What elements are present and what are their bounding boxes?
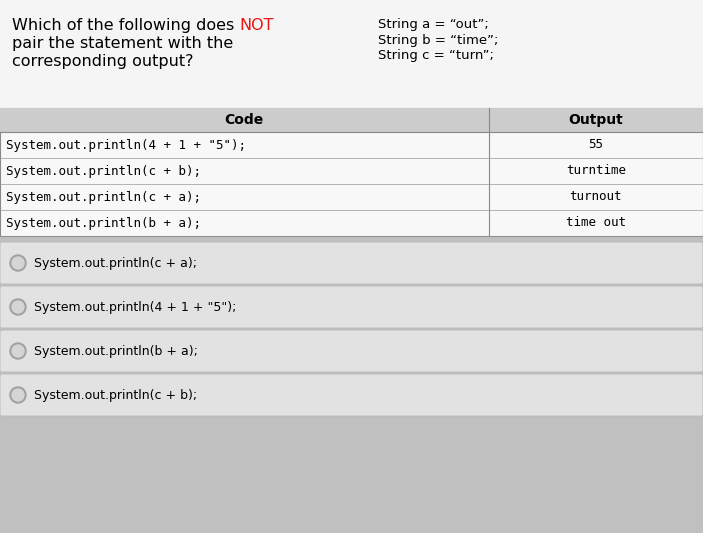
FancyBboxPatch shape	[0, 286, 703, 328]
Text: System.out.println(b + a);: System.out.println(b + a);	[6, 216, 201, 230]
Text: System.out.println(c + b);: System.out.println(c + b);	[6, 165, 201, 177]
Circle shape	[10, 299, 26, 315]
Text: System.out.println(b + a);: System.out.println(b + a);	[34, 344, 198, 358]
Text: System.out.println(c + a);: System.out.println(c + a);	[6, 190, 201, 204]
FancyBboxPatch shape	[0, 374, 703, 416]
Text: turntime: turntime	[566, 165, 626, 177]
Text: time out: time out	[566, 216, 626, 230]
FancyBboxPatch shape	[0, 242, 703, 284]
FancyBboxPatch shape	[0, 330, 703, 372]
Circle shape	[12, 301, 24, 313]
Circle shape	[12, 345, 24, 357]
Text: Which of the following does: Which of the following does	[12, 18, 240, 33]
Text: 55: 55	[588, 139, 603, 151]
Text: String a = “out”;: String a = “out”;	[378, 18, 489, 31]
Text: pair the statement with the: pair the statement with the	[12, 36, 233, 51]
Text: System.out.println(4 + 1 + "5");: System.out.println(4 + 1 + "5");	[34, 301, 236, 313]
Circle shape	[12, 389, 24, 401]
Text: Output: Output	[569, 113, 623, 127]
Circle shape	[10, 255, 26, 271]
Text: System.out.println(c + a);: System.out.println(c + a);	[34, 256, 197, 270]
Text: Code: Code	[225, 113, 264, 127]
Text: System.out.println(4 + 1 + "5");: System.out.println(4 + 1 + "5");	[6, 139, 246, 151]
Circle shape	[10, 343, 26, 359]
Circle shape	[12, 257, 24, 269]
Text: System.out.println(c + b);: System.out.println(c + b);	[34, 389, 197, 401]
FancyBboxPatch shape	[0, 108, 703, 132]
Circle shape	[10, 387, 26, 403]
Text: String b = “time”;: String b = “time”;	[378, 34, 498, 47]
FancyBboxPatch shape	[0, 0, 703, 108]
Text: corresponding output?: corresponding output?	[12, 54, 193, 69]
FancyBboxPatch shape	[0, 108, 703, 236]
Text: turnout: turnout	[569, 190, 622, 204]
Text: NOT: NOT	[240, 18, 274, 33]
Text: String c = “turn”;: String c = “turn”;	[378, 50, 494, 62]
